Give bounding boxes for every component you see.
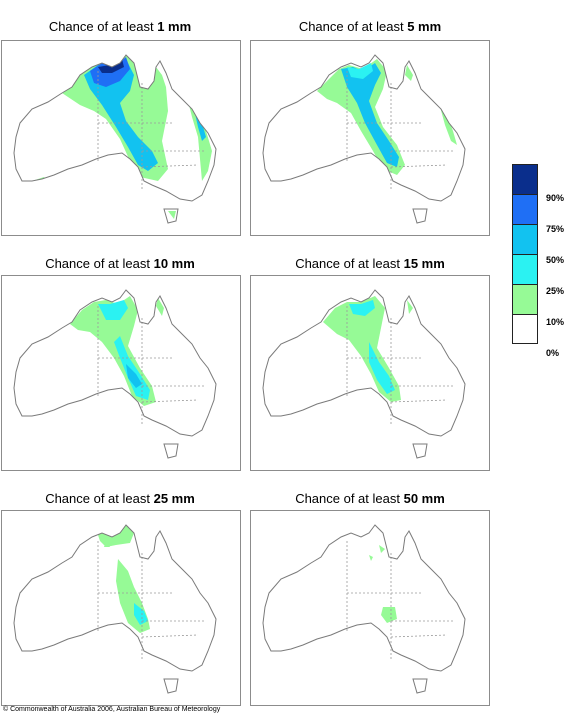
- panel-title-15mm: Chance of at least 15 mm: [295, 256, 445, 271]
- probability-area: [407, 300, 413, 314]
- coastline: [13, 524, 217, 672]
- map-panel-25mm: [1, 510, 241, 706]
- state-border: [390, 634, 448, 638]
- probability-area: [341, 63, 399, 167]
- copyright-notice: © Commonwealth of Australia 2006, Austra…: [3, 706, 221, 713]
- probability-area: [156, 298, 164, 316]
- probability-area: [98, 300, 128, 320]
- tasmania-coastline: [163, 208, 179, 224]
- legend-swatch-0: [512, 314, 538, 344]
- coastline: [13, 54, 217, 202]
- probability-area: [134, 603, 148, 625]
- map-panel-1mm: [1, 40, 241, 236]
- coastline: [262, 54, 466, 202]
- probability-legend: [512, 164, 538, 344]
- tasmania-coastline: [412, 208, 428, 224]
- probability-area: [84, 63, 158, 171]
- australia-map-1mm: [13, 54, 217, 224]
- tasmania-coastline: [163, 443, 179, 459]
- probability-area: [405, 65, 413, 81]
- legend-label-10: 10%: [546, 317, 565, 327]
- legend-swatch-10: [512, 284, 538, 314]
- legend-swatch-25: [512, 254, 538, 284]
- australia-map-10mm: [13, 289, 217, 459]
- map-panel-5mm: [250, 40, 490, 236]
- legend-label-50: 50%: [546, 255, 565, 265]
- legend-label-75: 75%: [546, 224, 565, 234]
- map-panel-15mm: [250, 275, 490, 471]
- coastline: [262, 524, 466, 672]
- australia-map-5mm: [262, 54, 466, 224]
- state-border: [141, 399, 199, 403]
- australia-map-15mm: [262, 289, 466, 459]
- coastline: [262, 289, 466, 437]
- tasmania-coastline: [412, 678, 428, 694]
- tasmania-coastline: [412, 443, 428, 459]
- coastline: [13, 289, 217, 437]
- tasmania-coastline: [163, 678, 179, 694]
- australia-map-50mm: [262, 524, 466, 694]
- state-border: [390, 399, 448, 403]
- panel-title-25mm: Chance of at least 25 mm: [45, 491, 195, 506]
- map-panel-50mm: [250, 510, 490, 706]
- map-panel-10mm: [1, 275, 241, 471]
- panel-title-50mm: Chance of at least 50 mm: [295, 491, 445, 506]
- probability-area: [126, 364, 142, 388]
- probability-area: [379, 545, 385, 553]
- probability-area: [381, 607, 397, 623]
- probability-area: [347, 63, 373, 79]
- legend-swatch-75: [512, 194, 538, 224]
- legend-label-25: 25%: [546, 286, 565, 296]
- probability-area: [188, 101, 212, 181]
- legend-swatch-90: [512, 164, 538, 194]
- panel-title-10mm: Chance of at least 10 mm: [45, 256, 195, 271]
- probability-area: [369, 342, 395, 394]
- state-border: [141, 634, 199, 638]
- probability-area: [168, 211, 176, 219]
- probability-area: [369, 555, 373, 561]
- legend-label-0: 0%: [546, 348, 560, 358]
- state-border: [390, 164, 448, 168]
- probability-area: [104, 541, 110, 547]
- australia-map-25mm: [13, 524, 217, 694]
- panel-title-5mm: Chance of at least 5 mm: [298, 19, 442, 34]
- probability-area: [349, 300, 375, 316]
- legend-swatch-50: [512, 224, 538, 254]
- state-border: [141, 164, 199, 168]
- legend-label-90: 90%: [546, 193, 565, 203]
- panel-title-1mm: Chance of at least 1 mm: [48, 19, 192, 34]
